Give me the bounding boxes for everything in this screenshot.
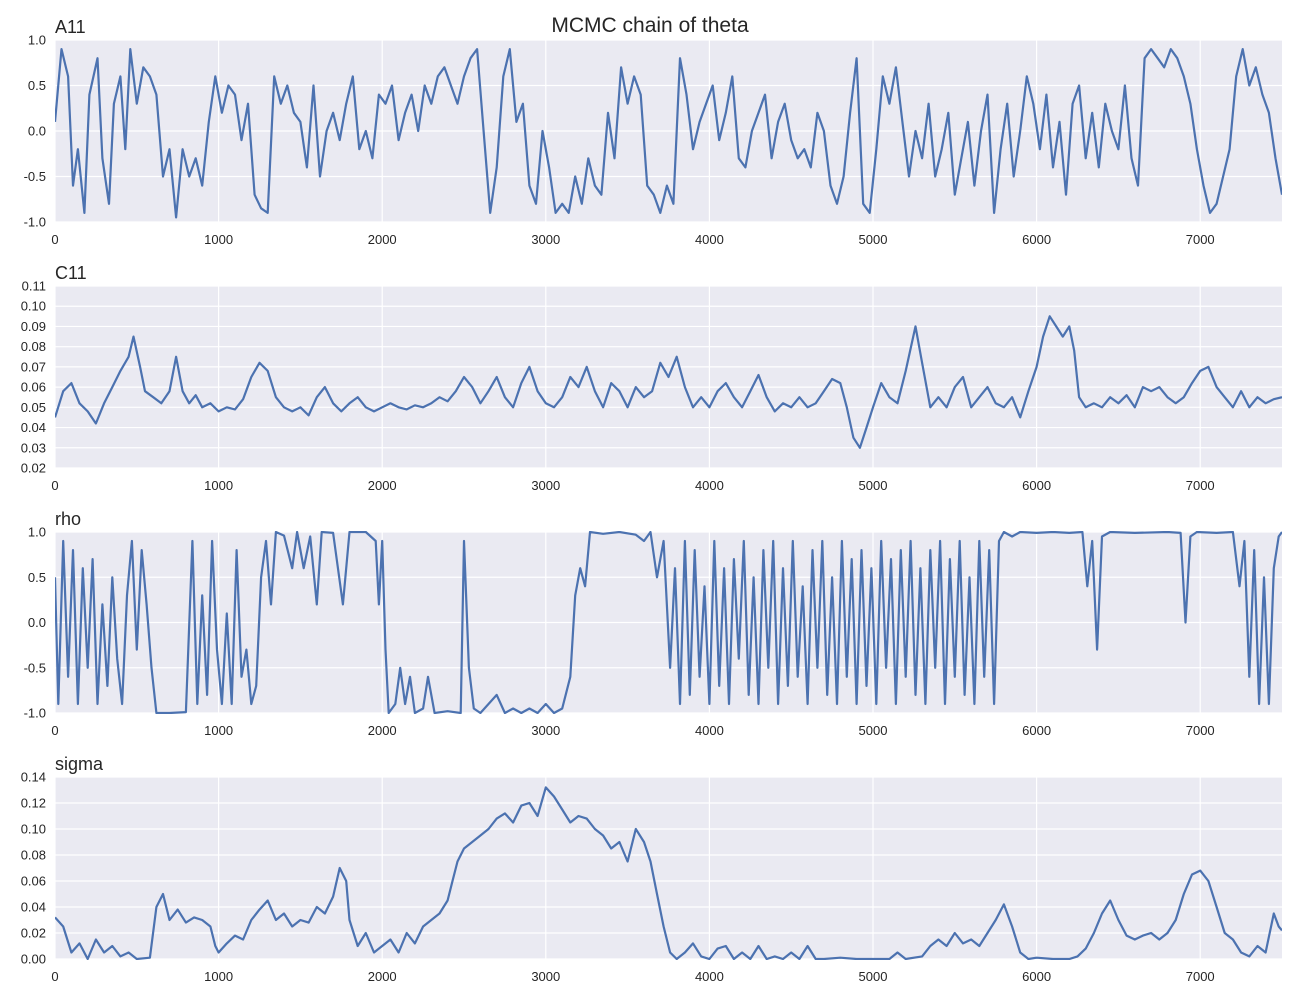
series-line-C11: [55, 315, 1282, 449]
series-line-rho: [55, 531, 1282, 714]
y-tick-label: 0.06: [21, 874, 46, 889]
x-tick-label: 2000: [368, 232, 397, 247]
x-tick-label: 1000: [204, 969, 233, 984]
plot-area: [55, 777, 1282, 959]
y-tick-label: 0.04: [21, 420, 46, 435]
y-tick-label: 0.00: [21, 952, 46, 967]
x-tick-label: 0: [51, 478, 58, 493]
x-tick-label: 7000: [1186, 232, 1215, 247]
y-tick-label: -0.5: [24, 169, 46, 184]
x-tick-label: 6000: [1022, 969, 1051, 984]
x-tick-label: 3000: [531, 969, 560, 984]
y-tick-label: 0.09: [21, 319, 46, 334]
x-tick-label: 7000: [1186, 969, 1215, 984]
x-tick-label: 1000: [204, 478, 233, 493]
panel-sigma: 0 1000 2000 3000 4000 5000 6000 7000 0.00 0.02 0.0…: [21, 754, 1282, 984]
y-tick-label: 0.14: [21, 770, 46, 785]
y-tick-label: -1.0: [24, 215, 46, 230]
x-tick-label: 4000: [695, 232, 724, 247]
x-tick-label: 1000: [204, 723, 233, 738]
x-tick-label: 6000: [1022, 232, 1051, 247]
x-tick-label: 1000: [204, 232, 233, 247]
series-line-A11: [55, 47, 1282, 219]
y-tick-label: 0.06: [21, 380, 46, 395]
y-tick-label: 0.08: [21, 848, 46, 863]
y-tick-label: -1.0: [24, 706, 46, 721]
x-tick-label: 5000: [859, 969, 888, 984]
x-tick-label: 2000: [368, 478, 397, 493]
x-tick-label: 7000: [1186, 478, 1215, 493]
x-tick-label: 3000: [531, 478, 560, 493]
x-tick-label: 5000: [859, 232, 888, 247]
y-tick-label: 0.0: [28, 124, 46, 139]
series-line-sigma: [55, 786, 1282, 960]
y-tick-label: 0.0: [28, 615, 46, 630]
y-tick-label: 0.11: [22, 279, 46, 294]
x-tick-label: 5000: [859, 478, 888, 493]
x-tick-label: 4000: [695, 969, 724, 984]
panel-title: A11: [55, 17, 86, 37]
y-tick-label: 0.02: [21, 461, 46, 476]
y-tick-label: 0.07: [21, 359, 46, 374]
y-tick-label: 0.08: [21, 339, 46, 354]
y-tick-label: 0.03: [21, 440, 46, 455]
x-tick-label: 4000: [695, 478, 724, 493]
y-tick-label: 0.5: [28, 78, 46, 93]
x-tick-label: 2000: [368, 723, 397, 738]
y-tick-label: 0.05: [21, 400, 46, 415]
y-tick-label: -0.5: [24, 660, 46, 675]
y-tick-label: 0.10: [21, 299, 46, 314]
panel-title: rho: [55, 509, 81, 529]
panel-rho: 0 1000 2000 3000 4000 5000 6000 7000 -1.0 -0.5 0.0…: [24, 509, 1282, 738]
chart-title: MCMC chain of theta: [551, 14, 749, 37]
panel-title: sigma: [55, 754, 104, 774]
panel-C11: 0 1000 2000 3000 4000 5000 6000 7000 0.02 0.03 0.0…: [21, 263, 1282, 493]
x-tick-label: 0: [51, 232, 58, 247]
x-tick-label: 5000: [859, 723, 888, 738]
y-tick-label: 0.02: [21, 926, 46, 941]
panel-title: C11: [55, 263, 87, 283]
x-tick-label: 2000: [368, 969, 397, 984]
panel-A11: 0 1000 2000 3000 4000 5000 6000 7000 -1.0 -0.5 0.0…: [24, 17, 1282, 247]
y-tick-label: 0.5: [28, 570, 46, 585]
y-tick-label: 0.12: [21, 796, 46, 811]
y-tick-label: 0.10: [21, 822, 46, 837]
x-tick-label: 6000: [1022, 723, 1051, 738]
x-tick-label: 0: [51, 723, 58, 738]
y-tick-label: 1.0: [28, 525, 46, 540]
x-tick-label: 4000: [695, 723, 724, 738]
x-tick-label: 6000: [1022, 478, 1051, 493]
y-tick-label: 1.0: [28, 33, 46, 48]
x-tick-label: 3000: [531, 232, 560, 247]
x-tick-label: 3000: [531, 723, 560, 738]
y-tick-label: 0.04: [21, 900, 46, 915]
x-tick-label: 0: [51, 969, 58, 984]
x-tick-label: 7000: [1186, 723, 1215, 738]
